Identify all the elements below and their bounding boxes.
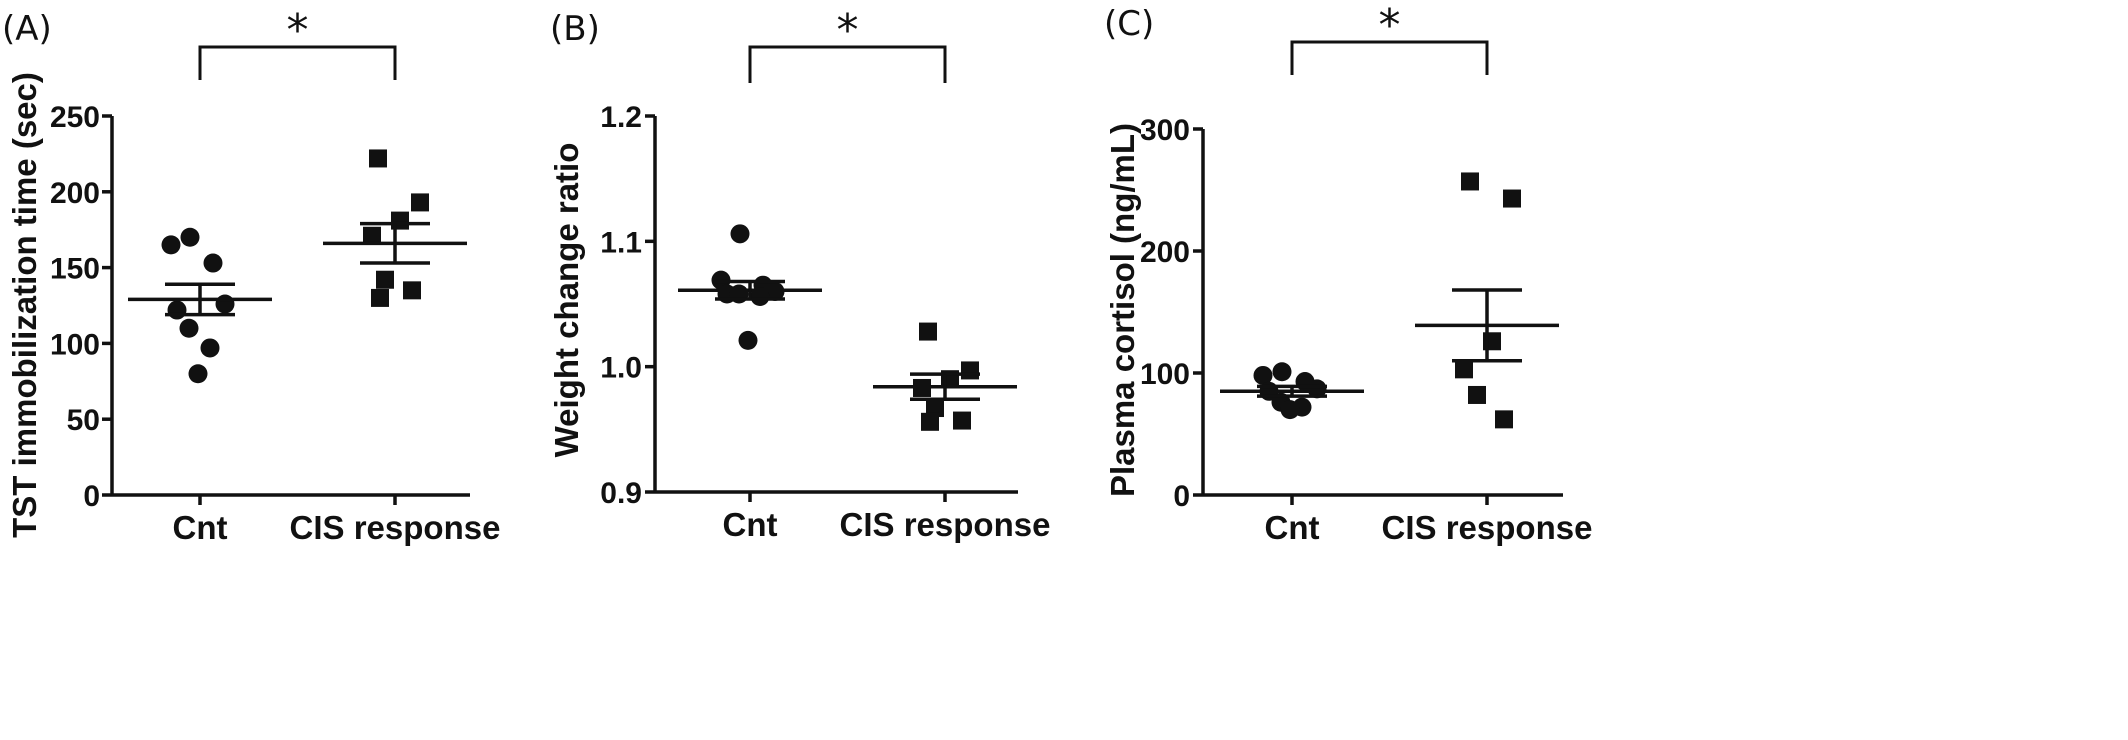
data-point-circle <box>180 227 200 247</box>
significance-star: * <box>287 5 309 56</box>
data-point-square <box>1503 189 1521 208</box>
data-point-circle <box>1307 379 1327 399</box>
data-point-circle <box>188 364 208 384</box>
data-point-square <box>371 288 389 307</box>
data-point-circle <box>1272 362 1292 382</box>
y-tick-label: 0 <box>83 480 100 513</box>
data-point-square <box>363 226 381 245</box>
data-point-circle <box>200 338 220 358</box>
data-point-square <box>1495 410 1513 429</box>
data-point-square <box>1461 172 1479 191</box>
y-axis-title: Weight change ratio <box>548 143 585 458</box>
data-point-square <box>411 193 429 212</box>
significance-bracket <box>198 45 397 80</box>
y-tick-label: 0.9 <box>600 477 642 510</box>
y-tick-label: 1.1 <box>600 226 642 259</box>
y-axis-title: Plasma cortisol (ng/mL) <box>1104 123 1141 497</box>
data-point-square <box>961 361 979 380</box>
chart-panel-c: (C) * 0 100 200 300 Cnt CIS response Plasma cort… <box>1104 0 1592 546</box>
x-category-label: Cnt <box>173 509 228 546</box>
data-point-square <box>403 281 421 300</box>
data-point-circle <box>167 300 187 320</box>
data-point-square <box>1455 360 1473 379</box>
y-tick-label: 0 <box>1173 480 1190 513</box>
chart-panel-a: (A) * 0 50 100 150 200 250 Cnt CIS response TST im… <box>2 5 500 546</box>
x-category-label: CIS response <box>290 509 501 546</box>
y-tick-label: 250 <box>50 101 100 134</box>
data-point-square <box>921 412 939 431</box>
y-tick-label: 50 <box>67 404 100 437</box>
data-point-square <box>1468 385 1486 404</box>
panel-label: (A) <box>2 9 52 49</box>
data-point-circle <box>730 224 750 244</box>
data-point-circle <box>215 294 235 314</box>
panel-label: (C) <box>1104 4 1154 44</box>
significance-star: * <box>1379 0 1401 51</box>
y-tick-label: 300 <box>1140 114 1190 147</box>
y-tick-label: 150 <box>50 253 100 286</box>
x-category-label: CIS response <box>840 506 1051 543</box>
data-point-square <box>953 411 971 430</box>
y-axis-title: TST immobilization time (sec) <box>6 72 43 538</box>
data-point-circle <box>1253 365 1273 385</box>
data-point-circle <box>161 235 181 255</box>
y-tick-label: 100 <box>1140 358 1190 391</box>
data-point-square <box>926 399 944 418</box>
data-point-circle <box>179 318 199 338</box>
y-tick-label: 200 <box>1140 236 1190 269</box>
y-tick-label: 1.0 <box>600 352 642 385</box>
y-tick-label: 1.2 <box>600 101 642 134</box>
data-point-circle <box>738 330 758 350</box>
x-category-label: CIS response <box>1382 509 1593 546</box>
significance-star: * <box>837 5 859 56</box>
significance-bracket <box>1290 40 1489 75</box>
y-tick-label: 100 <box>50 328 100 361</box>
data-point-square <box>369 149 387 168</box>
data-point-square <box>376 270 394 289</box>
x-category-label: Cnt <box>1265 509 1320 546</box>
x-category-label: Cnt <box>723 506 778 543</box>
panel-label: (B) <box>550 9 600 49</box>
data-point-circle <box>1280 400 1300 420</box>
significance-bracket <box>748 45 947 83</box>
y-tick-label: 200 <box>50 177 100 210</box>
data-point-circle <box>203 253 223 273</box>
data-point-square <box>919 322 937 341</box>
chart-panel-b: (B) * 0.9 1.0 1.1 1.2 Cnt CIS response Weight ch… <box>548 5 1050 543</box>
